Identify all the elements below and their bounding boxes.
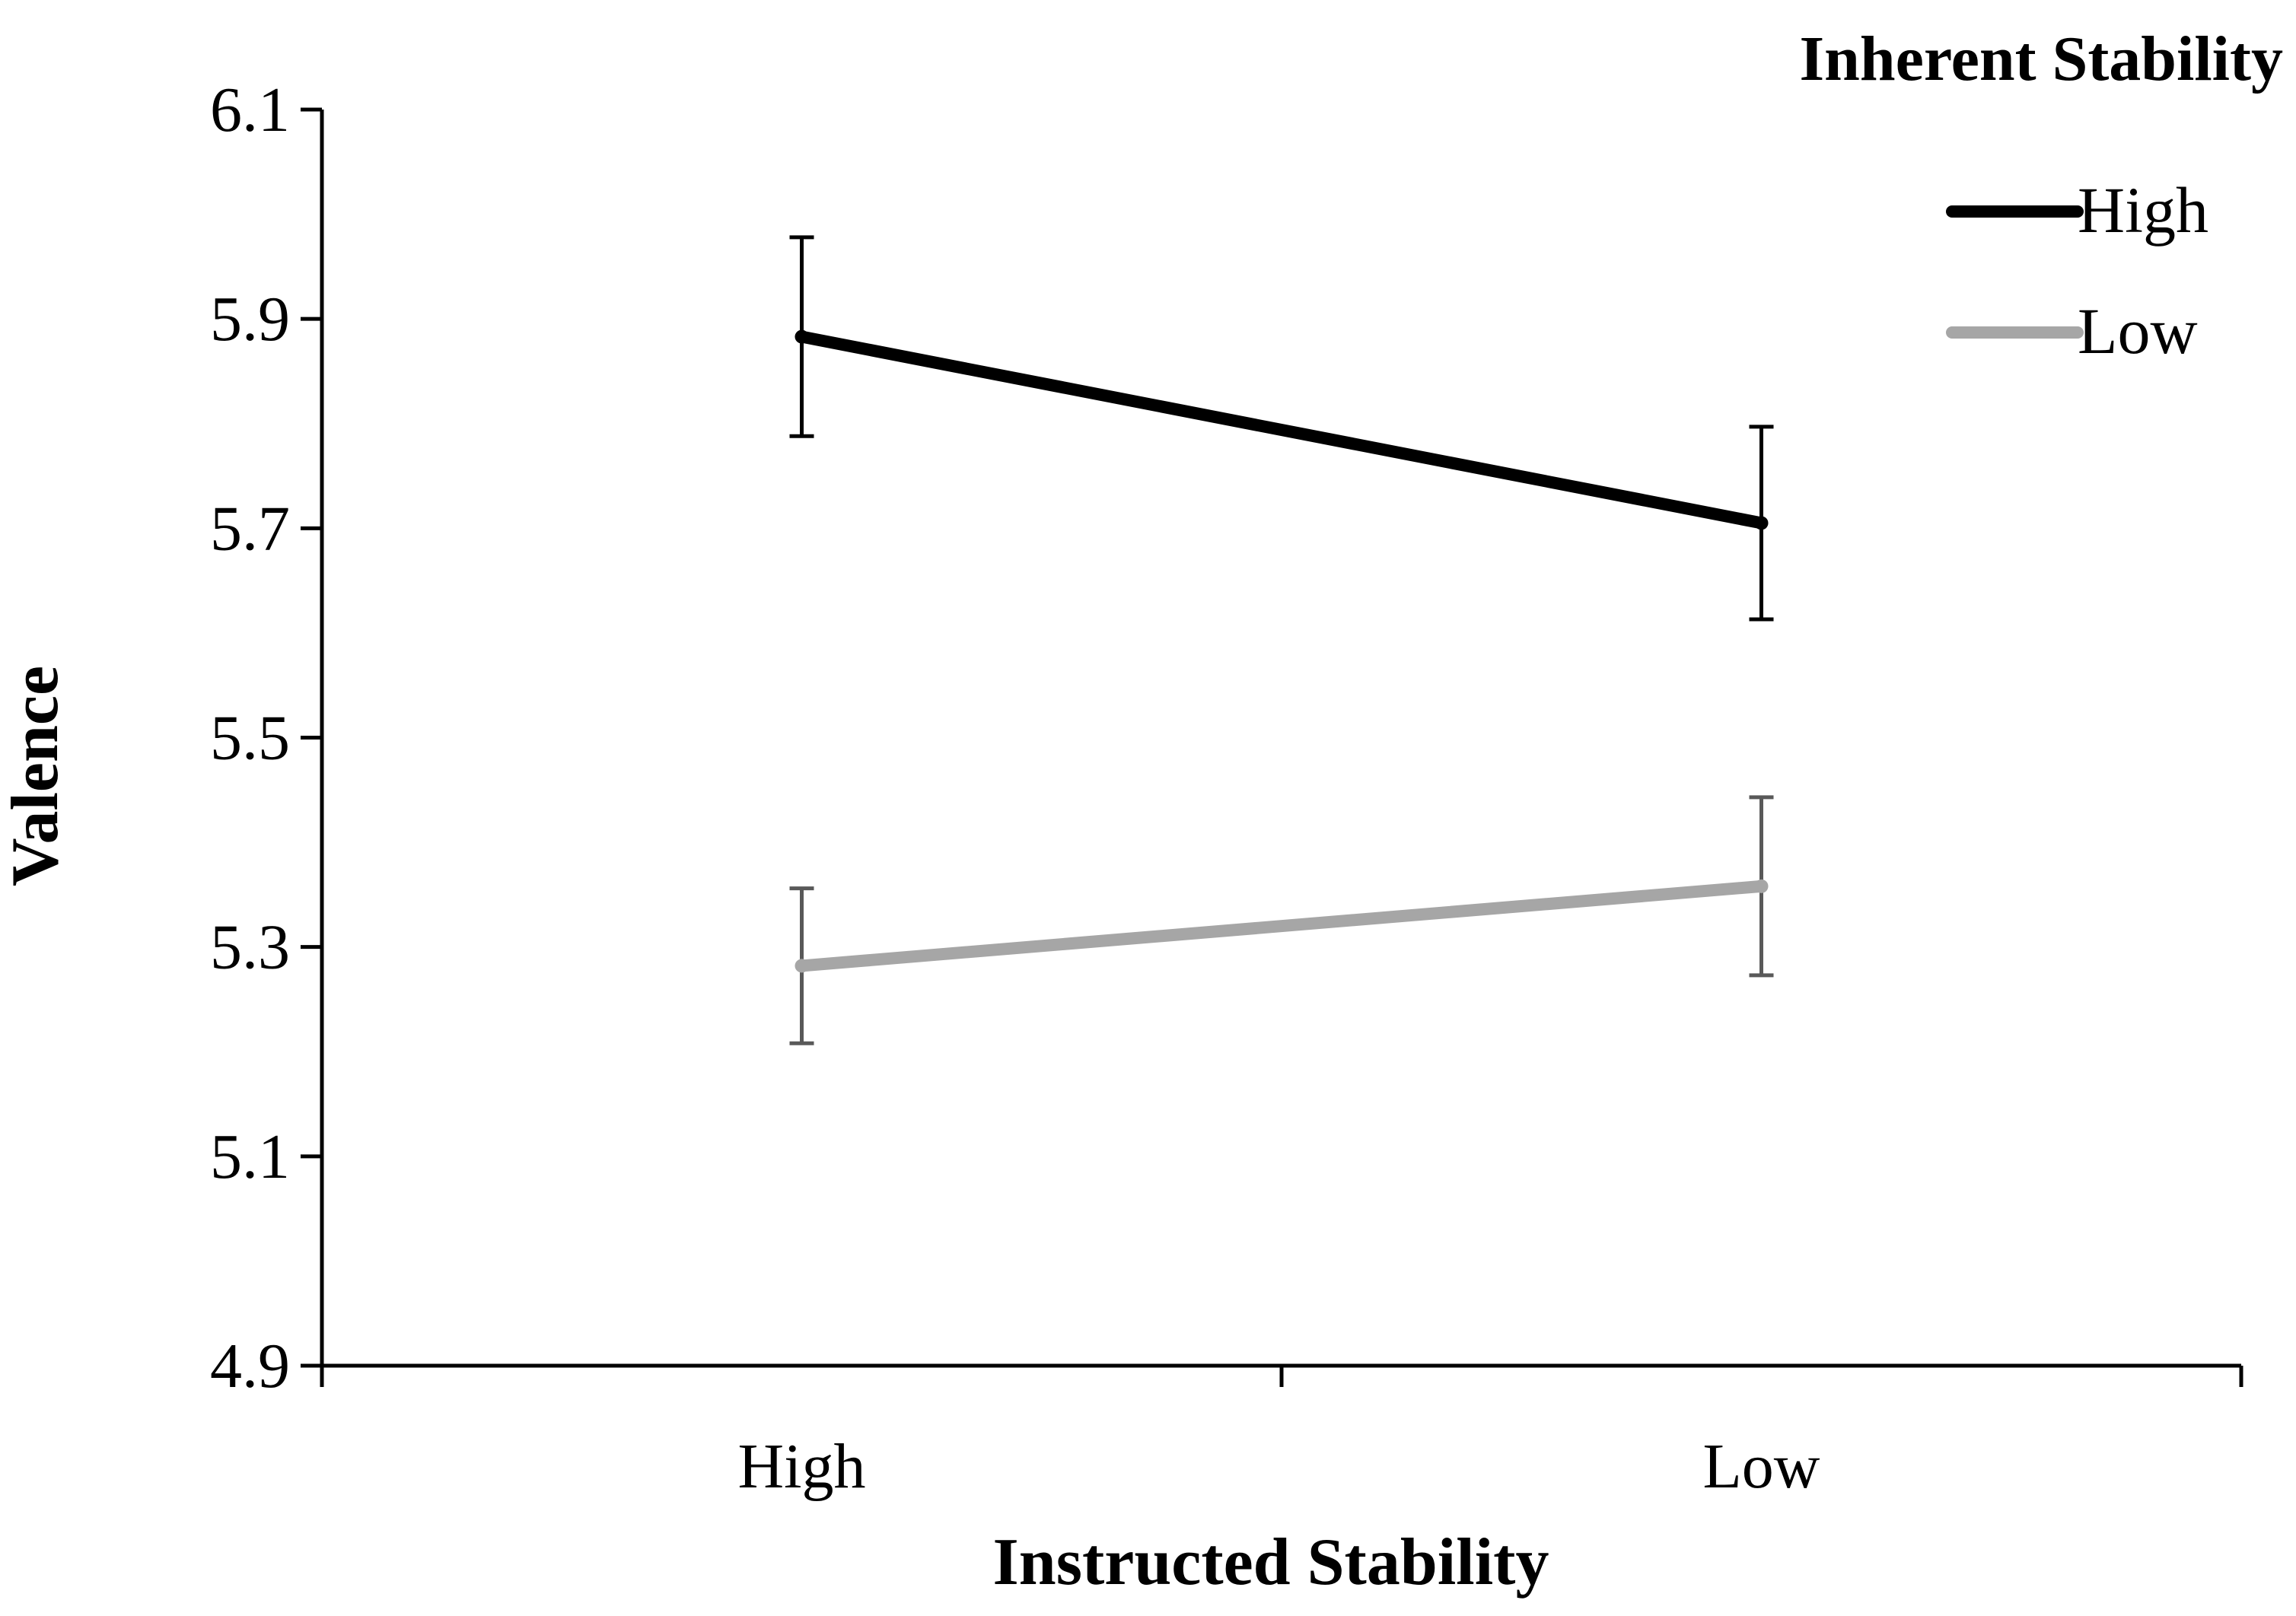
legend: Inherent Stability High Low (1799, 24, 2283, 367)
y-tick-label: 5.1 (210, 1121, 290, 1192)
legend-label-low: Low (2078, 294, 2198, 367)
series-line-low (795, 880, 1768, 972)
y-tick-label: 5.3 (210, 912, 290, 983)
x-tick-label: Low (1703, 1431, 1820, 1502)
series-high (789, 235, 1774, 622)
y-tick-label: 5.5 (210, 703, 290, 774)
legend-label-high: High (2078, 173, 2208, 247)
data-point-high (795, 329, 809, 344)
y-tick-label: 4.9 (210, 1331, 290, 1401)
y-ticks-group: 6.1 5.9 5.7 5.5 5.3 5.1 4.9 (210, 75, 322, 1401)
y-tick-label: 5.7 (210, 493, 290, 564)
x-tick-label: High (738, 1431, 866, 1502)
data-point-low (1754, 879, 1769, 893)
legend-title: Inherent Stability (1799, 24, 2283, 94)
series-line-high (795, 330, 1768, 530)
y-axis-title: Valence (0, 666, 72, 886)
x-axis-title: Instructed Stability (993, 1525, 1549, 1599)
series-group (789, 235, 1774, 1045)
data-point-low (795, 959, 809, 973)
y-tick-label: 5.9 (210, 284, 290, 355)
y-tick-label: 6.1 (210, 75, 290, 145)
axes-group (320, 110, 2241, 1368)
series-low (789, 795, 1774, 1045)
data-point-high (1754, 516, 1769, 530)
x-ticks-group: High Low (320, 1366, 2243, 1502)
